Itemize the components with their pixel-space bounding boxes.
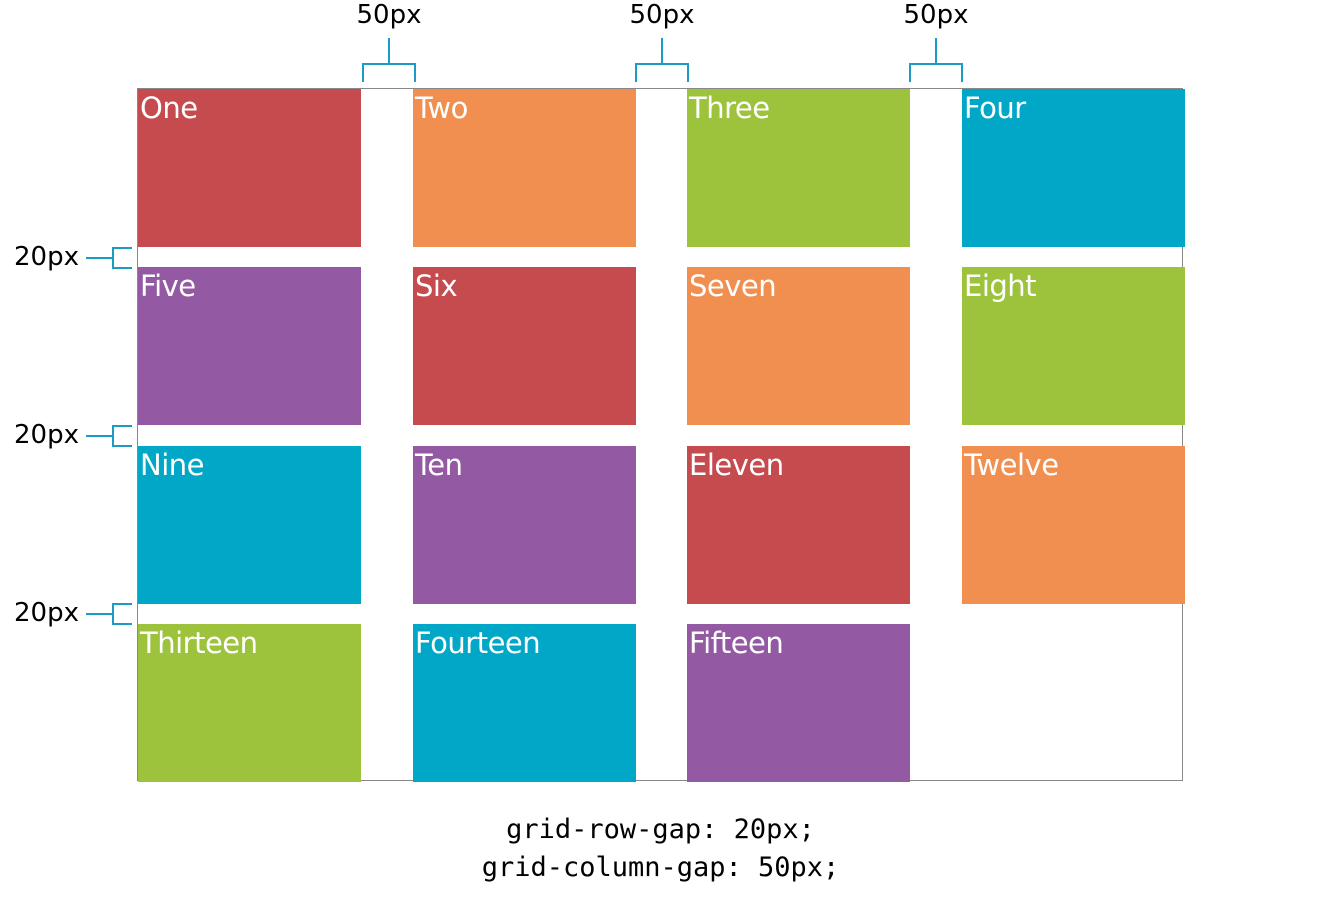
row-gap-bracket-3	[86, 603, 132, 625]
column-gap-bracket-2	[635, 38, 689, 82]
column-gap-label-3: 50px	[903, 0, 969, 30]
grid-item-seven: Seven	[687, 267, 910, 425]
grid-item-six: Six	[413, 267, 636, 425]
grid-item-nine: Nine	[138, 446, 361, 604]
grid-item-one: One	[138, 89, 361, 247]
grid-item-thirteen: Thirteen	[138, 624, 361, 782]
grid-item-three: Three	[687, 89, 910, 247]
column-gap-bracket-3	[909, 38, 963, 82]
column-gap-bracket-1	[362, 38, 416, 82]
grid-item-eight: Eight	[962, 267, 1185, 425]
row-gap-label-2: 20px	[14, 420, 79, 450]
grid-item-five: Five	[138, 267, 361, 425]
column-gap-label-1: 50px	[356, 0, 422, 30]
grid-item-four: Four	[962, 89, 1185, 247]
grid-item-twelve: Twelve	[962, 446, 1185, 604]
row-gap-label-3: 20px	[14, 598, 79, 628]
grid-item-fourteen: Fourteen	[413, 624, 636, 782]
code-line-column-gap: grid-column-gap: 50px;	[481, 852, 840, 883]
code-line-row-gap: grid-row-gap: 20px;	[506, 814, 815, 845]
grid-item-ten: Ten	[413, 446, 636, 604]
row-gap-label-1: 20px	[14, 242, 79, 272]
grid-item-eleven: Eleven	[687, 446, 910, 604]
column-gap-label-2: 50px	[629, 0, 695, 30]
row-gap-bracket-1	[86, 247, 132, 269]
grid-item-two: Two	[413, 89, 636, 247]
row-gap-bracket-2	[86, 425, 132, 447]
grid-container: One Two Three Four Five Six Seven Eight …	[137, 88, 1185, 782]
grid-item-fifteen: Fifteen	[687, 624, 910, 782]
